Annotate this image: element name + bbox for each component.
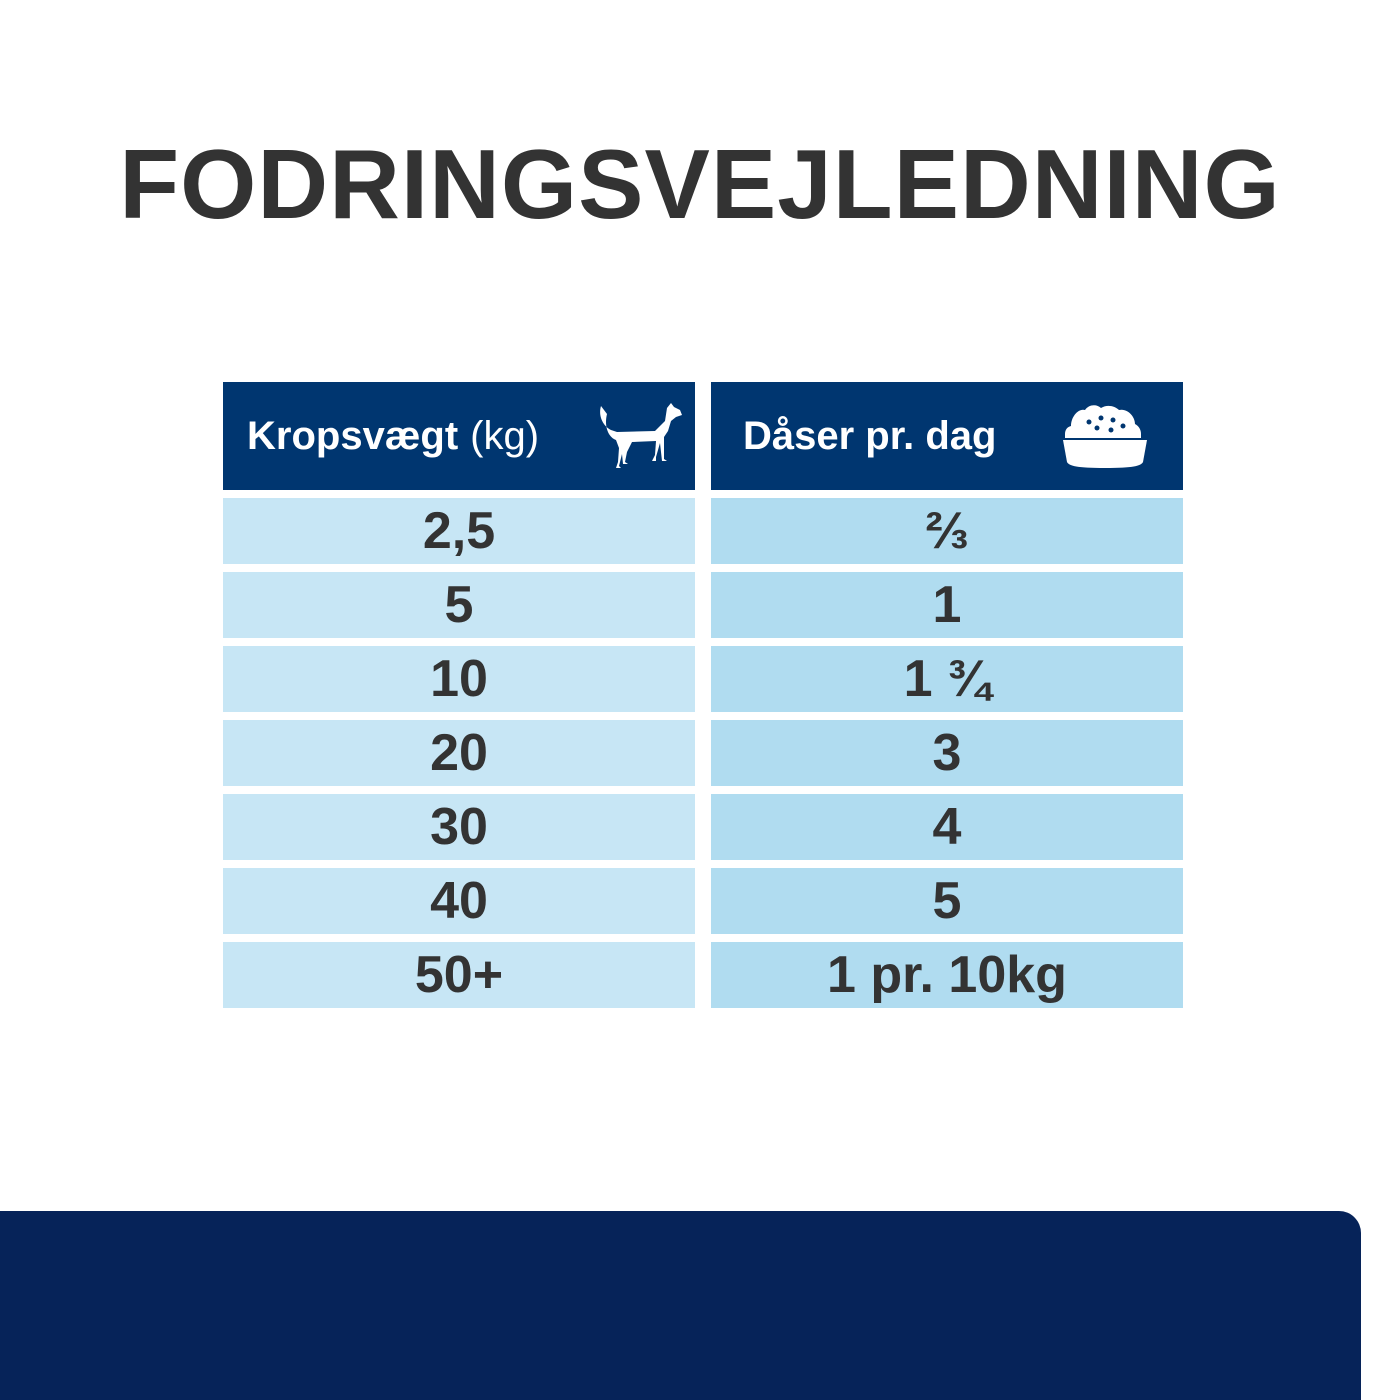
- dog-icon: [600, 403, 682, 468]
- table-cell: 20: [223, 720, 695, 786]
- header-label: Kropsvægt: [247, 413, 459, 458]
- table-cell: 1 pr. 10kg: [711, 942, 1183, 1008]
- table-cell: 50+: [223, 942, 695, 1008]
- bottom-panel: [0, 1211, 1361, 1400]
- table-cell: 4: [711, 794, 1183, 860]
- cans-per-day-column: Dåser pr. dag ⅔ 1 1 ¾ 3 4 5 1 pr. 10kg: [711, 382, 1183, 1008]
- table-cell: 5: [711, 868, 1183, 934]
- table-cell: 30: [223, 794, 695, 860]
- page-title: FODRINGSVEJLEDNING: [119, 129, 1281, 239]
- table-cell: ⅔: [711, 498, 1183, 564]
- food-bowl-icon: [1063, 405, 1147, 468]
- table-cell: 3: [711, 720, 1183, 786]
- header-unit: (kg): [470, 413, 540, 458]
- table-cell: 40: [223, 868, 695, 934]
- table-cell: 10: [223, 646, 695, 712]
- table-cell: 2,5: [223, 498, 695, 564]
- cans-per-day-header: Dåser pr. dag: [711, 382, 1183, 490]
- body-weight-header: Kropsvægt (kg): [223, 382, 695, 490]
- table-cell: 1: [711, 572, 1183, 638]
- header-label: Dåser pr. dag: [743, 413, 997, 458]
- table-cell: 5: [223, 572, 695, 638]
- body-weight-column: Kropsvægt (kg) 2,5 5 10 20 30 40 50+: [223, 382, 695, 1008]
- table-cell: 1 ¾: [711, 646, 1183, 712]
